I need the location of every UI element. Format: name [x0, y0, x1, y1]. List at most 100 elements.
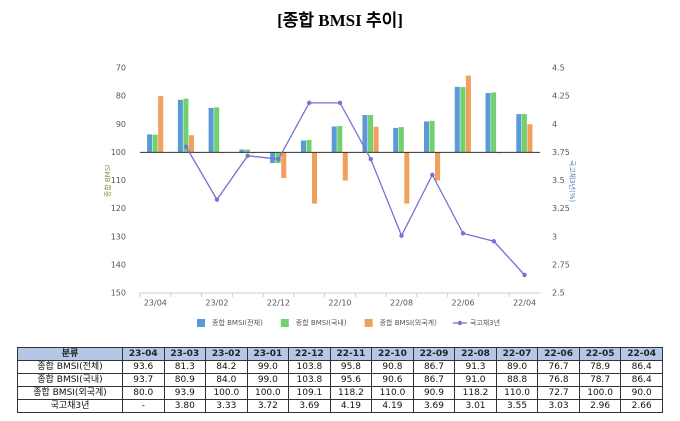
x-tick-label: 22/04 — [513, 299, 536, 308]
bar — [331, 126, 337, 153]
header-cell: 22-06 — [537, 347, 580, 361]
bar — [312, 152, 318, 204]
header-cell: 22-07 — [495, 347, 539, 361]
bar — [337, 125, 343, 153]
table-cell: 86.7 — [412, 373, 456, 387]
bar — [306, 140, 312, 153]
y-tick-label: 150 — [111, 289, 126, 298]
table-cell: 100.0 — [205, 386, 248, 400]
table-cell: 3.03 — [537, 399, 580, 413]
header-cell: 23-03 — [163, 347, 207, 361]
table-cell: 89.0 — [495, 360, 539, 374]
table-cell: 80.9 — [163, 373, 207, 387]
table-cell: 4.19 — [329, 399, 373, 413]
table-cell: 118.2 — [454, 386, 497, 400]
table-cell: 90.9 — [412, 386, 456, 400]
table-cell: 81.3 — [163, 360, 207, 374]
bar — [244, 149, 250, 153]
bar — [214, 107, 220, 153]
table-cell: 84.0 — [205, 373, 248, 387]
bar — [342, 152, 348, 181]
y2-tick-label: 4 — [552, 120, 557, 129]
legend-label: 종합 BMSI(전체) — [212, 318, 263, 327]
table-cell: 78.7 — [578, 373, 622, 387]
y2-tick-label: 4.25 — [552, 92, 570, 101]
bar — [491, 92, 497, 153]
legend-label: 국고채3년 — [470, 318, 500, 327]
table-cell: 78.9 — [578, 360, 622, 374]
y2-tick-label: 3 — [552, 232, 557, 241]
table-cell: 3.69 — [288, 399, 331, 413]
line — [185, 102, 526, 276]
bar — [373, 126, 379, 153]
header-cell: 23-02 — [205, 347, 248, 361]
x-tick-label: 22/12 — [267, 299, 290, 308]
bar — [465, 75, 471, 153]
bar — [300, 140, 306, 153]
y2-tick-label: 3.5 — [552, 176, 565, 185]
table-cell: 109.1 — [288, 386, 331, 400]
line-marker — [276, 156, 281, 162]
table-row: 종합 BMSI(전체) 93.6 81.3 84.2 99.0 103.8 95.8 90.8… — [17, 360, 663, 374]
line-marker — [183, 144, 189, 149]
table-cell: 3.72 — [246, 399, 290, 413]
bar — [485, 93, 491, 153]
table-cell: 종합 BMSI(외국계) — [17, 386, 123, 400]
header-cell: 22-08 — [454, 347, 497, 361]
table-cell: 3.01 — [454, 399, 497, 413]
bar — [270, 152, 276, 164]
x-tick-label: 22/10 — [328, 299, 351, 308]
x-tick-label: 22/08 — [390, 299, 413, 308]
line-marker — [522, 272, 527, 278]
bar — [362, 114, 368, 153]
legend-swatch — [280, 319, 289, 327]
y-tick-label: 100 — [111, 148, 126, 157]
chart-title: [종합 BMSI 추이] — [277, 10, 403, 30]
header-cell: 22-05 — [578, 347, 622, 361]
table-row: 종합 BMSI(외국계) 80.0 93.9 100.0 100.0 109.1 118.2… — [17, 386, 663, 400]
table-cell: 90.8 — [371, 360, 414, 374]
legend-swatch — [197, 319, 205, 327]
y2-axis-label: 국고채3년(%) — [568, 160, 577, 203]
legend-swatch — [457, 320, 463, 326]
table-cell: 86.4 — [620, 373, 663, 387]
y-tick-label: 120 — [111, 204, 126, 213]
table-cell: 84.2 — [205, 360, 248, 374]
bar — [429, 120, 435, 153]
bar — [177, 99, 183, 153]
bar — [460, 87, 466, 153]
table-cell: 93.7 — [122, 373, 165, 387]
y-tick-label: 70 — [116, 64, 126, 73]
bar — [147, 134, 153, 153]
table-cell: 3.55 — [495, 399, 539, 413]
table-cell: 2.66 — [620, 399, 663, 413]
bar — [183, 98, 189, 153]
bar — [188, 135, 194, 153]
bar — [281, 152, 287, 178]
x-tick-label: 23/02 — [205, 299, 228, 308]
y-axis-label: 종합 BMSI — [103, 165, 112, 197]
table-row: 종합 BMSI(국내) 93.7 80.9 84.0 99.0 103.8 95.6 90.6… — [17, 373, 663, 387]
table-cell: 103.8 — [288, 373, 331, 387]
data-table: 분류 23-04 23-03 23-02 23-01 22-12 22-11 22-10 22-… — [17, 347, 663, 413]
table-cell: 76.7 — [537, 360, 580, 374]
header-cell: 22-09 — [412, 347, 456, 361]
header-cell: 22-10 — [371, 347, 414, 361]
line-marker — [460, 231, 466, 236]
header-cell: 23-04 — [122, 347, 165, 361]
y-tick-label: 110 — [111, 176, 126, 185]
bar — [424, 121, 430, 153]
y-tick-label: 130 — [111, 232, 126, 241]
header-cell: 22-04 — [620, 347, 663, 361]
header-cell: 22-11 — [329, 347, 373, 361]
x-tick-label: 22/06 — [452, 299, 475, 308]
table-cell: 86.7 — [412, 360, 456, 374]
table-cell: 3.33 — [205, 399, 248, 413]
line-marker — [337, 100, 343, 106]
line-marker — [430, 172, 435, 178]
x-tick-label: 23/04 — [144, 299, 167, 308]
bar — [404, 152, 410, 204]
bar — [158, 96, 164, 153]
table-cell: 72.7 — [537, 386, 580, 400]
table-cell: 118.2 — [329, 386, 373, 400]
